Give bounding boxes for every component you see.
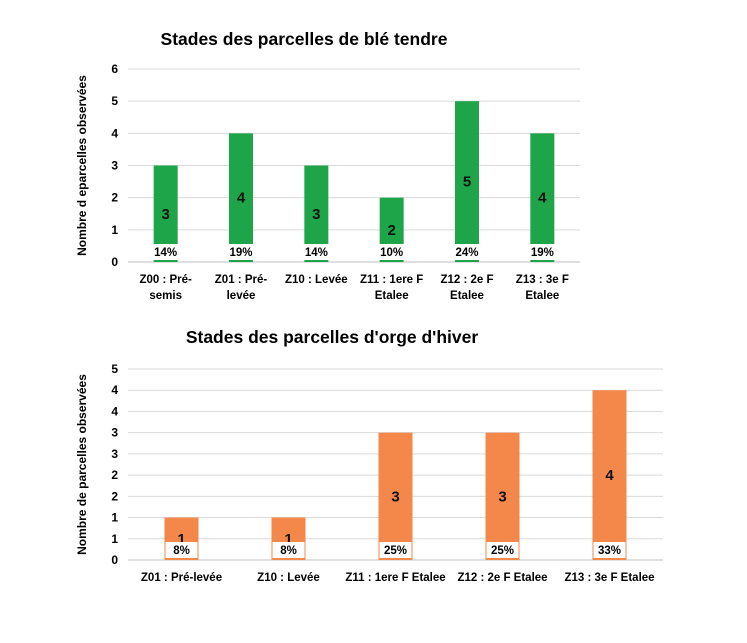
x-category-label: Z13 : 3e F Etalee bbox=[564, 572, 654, 584]
y-axis-label: Nombre de parcelles observées bbox=[75, 374, 89, 555]
x-category-label: Z01 : Pré-levée bbox=[215, 274, 268, 302]
bar bbox=[455, 101, 479, 263]
x-category-line: Z10 : Levée bbox=[257, 572, 320, 584]
x-category-label: Z10 : Levée bbox=[257, 572, 320, 584]
bar bbox=[592, 390, 627, 560]
percent-label: 14% bbox=[154, 247, 177, 259]
percent-label-box bbox=[165, 542, 198, 558]
x-category-label: Z01 : Pré-levée bbox=[141, 572, 222, 584]
bar-value-label: 1 bbox=[284, 531, 292, 548]
bar bbox=[378, 432, 413, 560]
y-tick-label: 5 bbox=[111, 94, 118, 108]
x-category-line: Z12 : 2e F Etalee bbox=[457, 572, 547, 584]
percent-label: 19% bbox=[531, 247, 554, 259]
percent-label: 25% bbox=[384, 545, 407, 557]
x-category-line: Z01 : Pré- bbox=[215, 274, 268, 286]
x-category-line: Etalee bbox=[375, 290, 409, 302]
bar-value-label: 3 bbox=[312, 206, 320, 223]
bar-value-label: 1 bbox=[177, 531, 185, 548]
x-category-line: Z13 : 3e F Etalee bbox=[564, 572, 654, 584]
percent-label-box bbox=[452, 244, 482, 260]
percent-label: 8% bbox=[173, 545, 190, 557]
x-category-label: Z11 : 1ere F Etalee bbox=[360, 274, 423, 302]
chart-1: Stades des parcelles de blé tendre 0 1 2 3 4 5… bbox=[75, 29, 580, 302]
y-tick-label: 2 bbox=[111, 468, 118, 482]
x-category-label: Z12 : 2e F Etalee bbox=[440, 274, 493, 302]
bar-value-label: 4 bbox=[237, 190, 246, 207]
x-category-line: Etalee bbox=[525, 290, 559, 302]
y-axis-label: Nombre d eparcelles observées bbox=[75, 75, 89, 256]
percent-label-box bbox=[150, 244, 181, 260]
x-category-line: semis bbox=[149, 290, 182, 302]
bar-value-label: 4 bbox=[538, 190, 547, 207]
percent-label: 33% bbox=[598, 545, 621, 557]
x-category-label: Z00 : Pré-semis bbox=[139, 274, 192, 302]
percent-label-box bbox=[527, 244, 558, 260]
bar-value-label: 3 bbox=[161, 206, 169, 223]
chart-title: Stades des parcelles de blé tendre bbox=[161, 29, 448, 49]
chart-2: Stades des parcelles d'orge d'hiver 0 1 1 2 2… bbox=[75, 327, 663, 584]
percent-label: 8% bbox=[280, 545, 297, 557]
y-tick-label: 4 bbox=[111, 383, 118, 397]
y-tick-label: 2 bbox=[111, 191, 118, 205]
x-category-line: levée bbox=[227, 290, 256, 302]
y-tick-label: 4 bbox=[111, 126, 118, 140]
chart-title: Stades des parcelles d'orge d'hiver bbox=[186, 327, 479, 347]
y-tick-label: 1 bbox=[111, 532, 118, 546]
y-tick-label: 1 bbox=[111, 511, 118, 525]
bar bbox=[229, 133, 253, 262]
y-tick-label: 3 bbox=[111, 426, 118, 440]
bar-value-label: 2 bbox=[387, 222, 395, 239]
percent-label: 14% bbox=[305, 247, 328, 259]
bar bbox=[530, 133, 555, 262]
percent-label: 25% bbox=[491, 545, 514, 557]
x-category-label: Z13 : 3e F Etalee bbox=[516, 274, 569, 302]
x-category-line: Etalee bbox=[450, 290, 484, 302]
bar bbox=[485, 432, 520, 560]
y-tick-label: 3 bbox=[111, 447, 118, 461]
x-category-line: Z13 : 3e F bbox=[516, 274, 569, 286]
percent-label-box bbox=[379, 542, 412, 558]
x-category-label: Z10 : Levée bbox=[285, 274, 348, 286]
x-category-line: Z12 : 2e F bbox=[440, 274, 493, 286]
x-category-line: Z00 : Pré- bbox=[139, 274, 192, 286]
bar-value-label: 4 bbox=[605, 467, 614, 484]
bar-value-label: 3 bbox=[498, 488, 506, 505]
y-tick-label: 2 bbox=[111, 489, 118, 503]
percent-label-box bbox=[593, 542, 626, 558]
percent-label-box bbox=[376, 244, 407, 260]
y-tick-label: 0 bbox=[111, 255, 118, 269]
y-tick-label: 3 bbox=[111, 159, 118, 173]
x-category-line: Z11 : 1ere F Etalee bbox=[345, 572, 445, 584]
percent-label-box bbox=[486, 542, 519, 558]
percent-label-box bbox=[272, 542, 305, 558]
x-category-line: Z10 : Levée bbox=[285, 274, 348, 286]
x-category-line: Z01 : Pré-levée bbox=[141, 572, 222, 584]
x-category-line: Z11 : 1ere F bbox=[360, 274, 423, 286]
bar-value-label: 3 bbox=[391, 488, 399, 505]
x-category-label: Z12 : 2e F Etalee bbox=[457, 572, 547, 584]
y-tick-label: 5 bbox=[111, 362, 118, 376]
percent-label-box bbox=[301, 244, 332, 260]
percent-label: 19% bbox=[229, 247, 252, 259]
percent-label: 24% bbox=[455, 247, 478, 259]
y-tick-label: 4 bbox=[111, 404, 118, 418]
y-tick-label: 0 bbox=[111, 553, 118, 567]
bar-value-label: 5 bbox=[463, 174, 471, 191]
y-tick-label: 1 bbox=[111, 223, 118, 237]
percent-label-box bbox=[226, 244, 256, 260]
x-category-label: Z11 : 1ere F Etalee bbox=[345, 572, 445, 584]
percent-label: 10% bbox=[380, 247, 403, 259]
y-tick-label: 6 bbox=[111, 62, 118, 76]
